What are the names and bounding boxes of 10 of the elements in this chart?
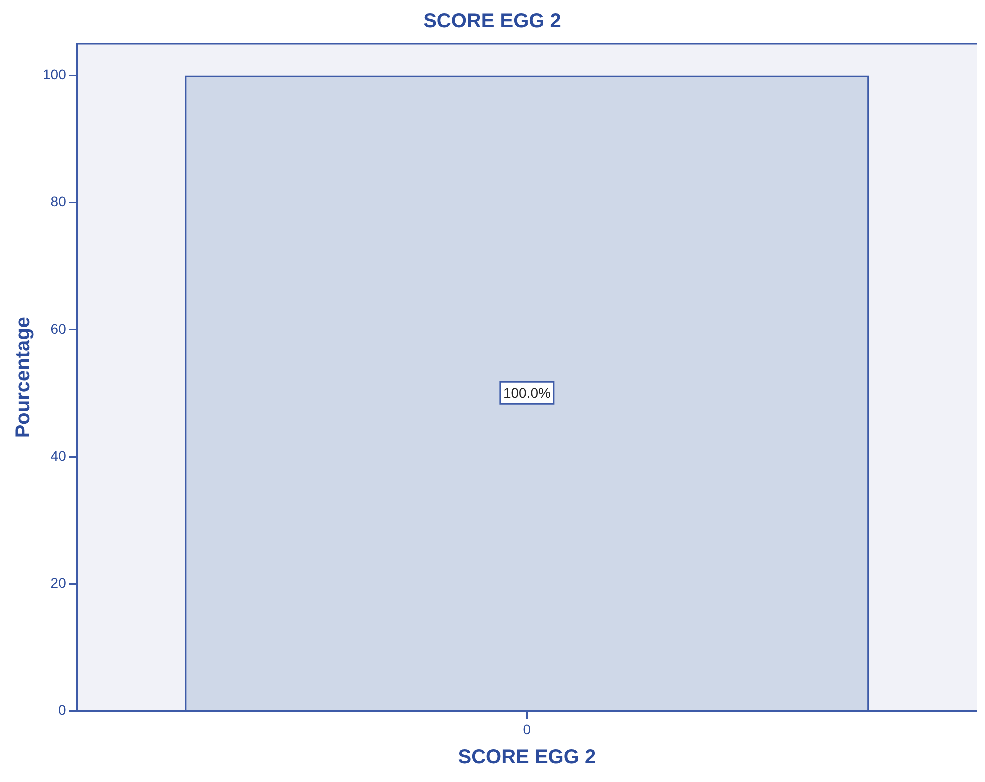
y-tick-label: 20 — [50, 574, 67, 591]
data-label: 100.0% — [503, 384, 551, 401]
chart-title: SCORE EGG 2 — [424, 10, 562, 33]
x-axis-title: SCORE EGG 2 — [458, 746, 596, 769]
y-tick-label: 100 — [43, 66, 67, 83]
y-tick-label: 60 — [50, 320, 67, 337]
y-tick-label: 0 — [58, 702, 67, 718]
y-tick-label: 40 — [50, 448, 67, 464]
y-tick-label: 80 — [50, 194, 67, 210]
y-axis-title: Pourcentage — [12, 317, 35, 438]
